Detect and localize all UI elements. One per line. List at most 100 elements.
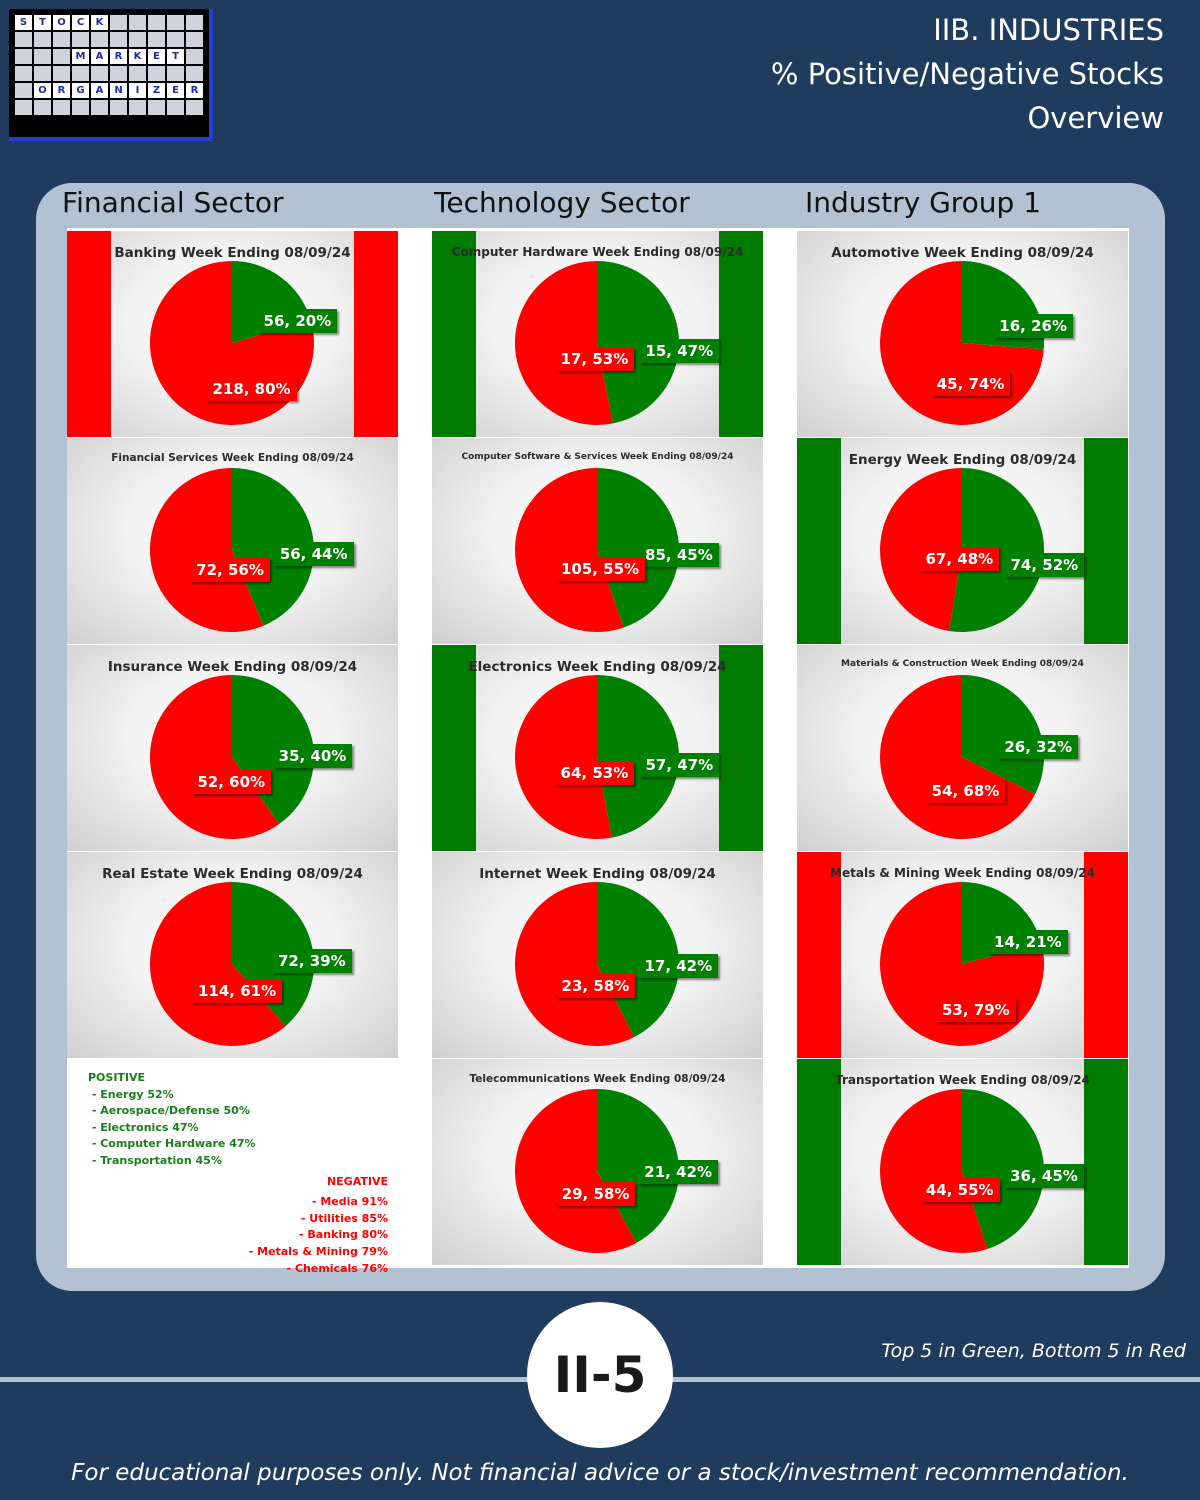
positive-slice bbox=[962, 1089, 1045, 1249]
note-item: - Media 91% bbox=[308, 1195, 388, 1209]
positive-slice bbox=[232, 468, 315, 626]
negative-data-label: 64, 53% bbox=[554, 760, 635, 785]
logo-tile bbox=[129, 66, 146, 81]
logo-tile bbox=[72, 32, 89, 47]
page-header: IIB. INDUSTRIES % Positive/Negative Stoc… bbox=[771, 8, 1164, 140]
negative-list: - Media 91% - Utilities 85% - Banking 80… bbox=[88, 1194, 388, 1277]
pie-chart bbox=[880, 882, 1045, 1046]
top5-highlight-bar bbox=[432, 231, 476, 437]
pie-chart bbox=[880, 261, 1045, 425]
logo-letter: C bbox=[72, 15, 89, 30]
positive-slice bbox=[597, 882, 679, 1038]
logo-tile bbox=[34, 49, 51, 64]
top5-highlight-bar bbox=[719, 645, 763, 851]
note-item: - Computer Hardware 47% bbox=[88, 1137, 256, 1151]
logo-tile bbox=[15, 49, 32, 64]
logo-tile bbox=[34, 100, 51, 115]
logo-tile bbox=[186, 66, 203, 81]
positive-data-label: 57, 47% bbox=[639, 753, 720, 778]
positive-data-label: 72, 39% bbox=[271, 949, 352, 974]
negative-slice bbox=[515, 1089, 637, 1253]
logo-letter: O bbox=[53, 15, 70, 30]
negative-data-label: 54, 68% bbox=[925, 779, 1006, 804]
logo-tile bbox=[186, 49, 203, 64]
positive-data-label: 21, 42% bbox=[638, 1160, 718, 1185]
column-title-technology: Technology Sector bbox=[434, 186, 690, 219]
chart-title: Internet Week Ending 08/09/24 bbox=[479, 866, 716, 882]
chart-title: Financial Services Week Ending 08/09/24 bbox=[111, 452, 354, 464]
negative-slice bbox=[150, 675, 280, 839]
chart-title: Computer Hardware Week Ending 08/09/24 bbox=[451, 245, 744, 259]
chart-title: Materials & Construction Week Ending 08/… bbox=[841, 659, 1084, 669]
logo-tile bbox=[129, 100, 146, 115]
logo-letter: I bbox=[129, 83, 146, 98]
pie-chart-card: Energy Week Ending 08/09/24 74, 52% 67, 48… bbox=[797, 438, 1128, 644]
pie-chart bbox=[515, 468, 680, 632]
negative-slice bbox=[515, 675, 612, 839]
pie-chart-card: Computer Hardware Week Ending 08/09/24 15… bbox=[432, 231, 763, 437]
chart-title: Telecommunications Week Ending 08/09/24 bbox=[469, 1073, 726, 1085]
logo-tile bbox=[110, 32, 127, 47]
logo-tile bbox=[91, 100, 108, 115]
logo-tile bbox=[167, 100, 184, 115]
positive-data-label: 56, 44% bbox=[273, 541, 354, 566]
logo-letter: O bbox=[34, 83, 51, 98]
logo-tile bbox=[110, 100, 127, 115]
positive-slice bbox=[597, 261, 679, 424]
pie-chart-card: Metals & Mining Week Ending 08/09/24 14, … bbox=[797, 852, 1128, 1058]
pie-chart bbox=[150, 261, 314, 425]
negative-slice bbox=[880, 1089, 988, 1253]
pie-chart-card: Financial Services Week Ending 08/09/24 5… bbox=[67, 438, 398, 644]
logo-letter: S bbox=[15, 15, 32, 30]
logo-tile bbox=[186, 32, 203, 47]
logo-tile bbox=[110, 15, 127, 30]
logo-tile bbox=[129, 15, 146, 30]
top5-highlight-bar bbox=[432, 645, 476, 851]
logo-tile bbox=[186, 100, 203, 115]
logo-tile bbox=[72, 66, 89, 81]
chart-title: Automotive Week Ending 08/09/24 bbox=[831, 245, 1094, 261]
negative-data-label: 45, 74% bbox=[930, 371, 1011, 396]
logo-tile bbox=[167, 32, 184, 47]
positive-data-label: 56, 20% bbox=[257, 308, 338, 333]
pie-chart-card: Transportation Week Ending 08/09/24 36, 4… bbox=[797, 1059, 1128, 1265]
bottom5-highlight-bar bbox=[354, 231, 398, 437]
logo-letter: T bbox=[167, 49, 184, 64]
note-item: - Transportation 45% bbox=[88, 1153, 222, 1167]
logo-letter: R bbox=[53, 83, 70, 98]
negative-data-label: 52, 60% bbox=[191, 769, 272, 794]
logo-tile bbox=[53, 100, 70, 115]
disclaimer: For educational purposes only. Not finan… bbox=[71, 1460, 1129, 1486]
logo-letter: A bbox=[91, 49, 108, 64]
negative-data-label: 53, 79% bbox=[935, 997, 1016, 1022]
logo-tile bbox=[167, 15, 184, 30]
chart-title: Electronics Week Ending 08/09/24 bbox=[468, 659, 727, 675]
logo-tile bbox=[15, 66, 32, 81]
logo-tile bbox=[167, 66, 184, 81]
negative-slice bbox=[515, 261, 613, 425]
pie-chart-card: Real Estate Week Ending 08/09/24 72, 39% 1… bbox=[67, 852, 398, 1058]
top5-highlight-bar bbox=[719, 231, 763, 437]
negative-slice bbox=[150, 882, 286, 1046]
note-item: - Aerospace/Defense 50% bbox=[88, 1104, 250, 1118]
positive-list: - Energy 52% - Aerospace/Defense 50% - E… bbox=[88, 1087, 388, 1170]
logo-tile bbox=[53, 66, 70, 81]
note-item: - Banking 80% bbox=[295, 1228, 388, 1242]
logo-tile bbox=[34, 66, 51, 81]
negative-slice bbox=[150, 468, 264, 632]
header-line-2: % Positive/Negative Stocks bbox=[770, 57, 1164, 91]
header-line-1: IIB. INDUSTRIES bbox=[933, 13, 1164, 47]
top5-highlight-bar bbox=[797, 438, 841, 644]
logo-tile bbox=[148, 15, 165, 30]
logo-tile bbox=[148, 32, 165, 47]
top-bottom-notes: POSITIVE - Energy 52% - Aerospace/Defens… bbox=[88, 1070, 388, 1277]
chart-title: Banking Week Ending 08/09/24 bbox=[114, 245, 351, 261]
positive-slice bbox=[597, 468, 680, 628]
logo-tile bbox=[15, 83, 32, 98]
positive-data-label: 15, 47% bbox=[639, 338, 720, 363]
pie-chart bbox=[150, 468, 315, 632]
negative-data-label: 29, 58% bbox=[555, 1181, 636, 1206]
logo-tile bbox=[186, 15, 203, 30]
logo-letter: N bbox=[110, 83, 127, 98]
